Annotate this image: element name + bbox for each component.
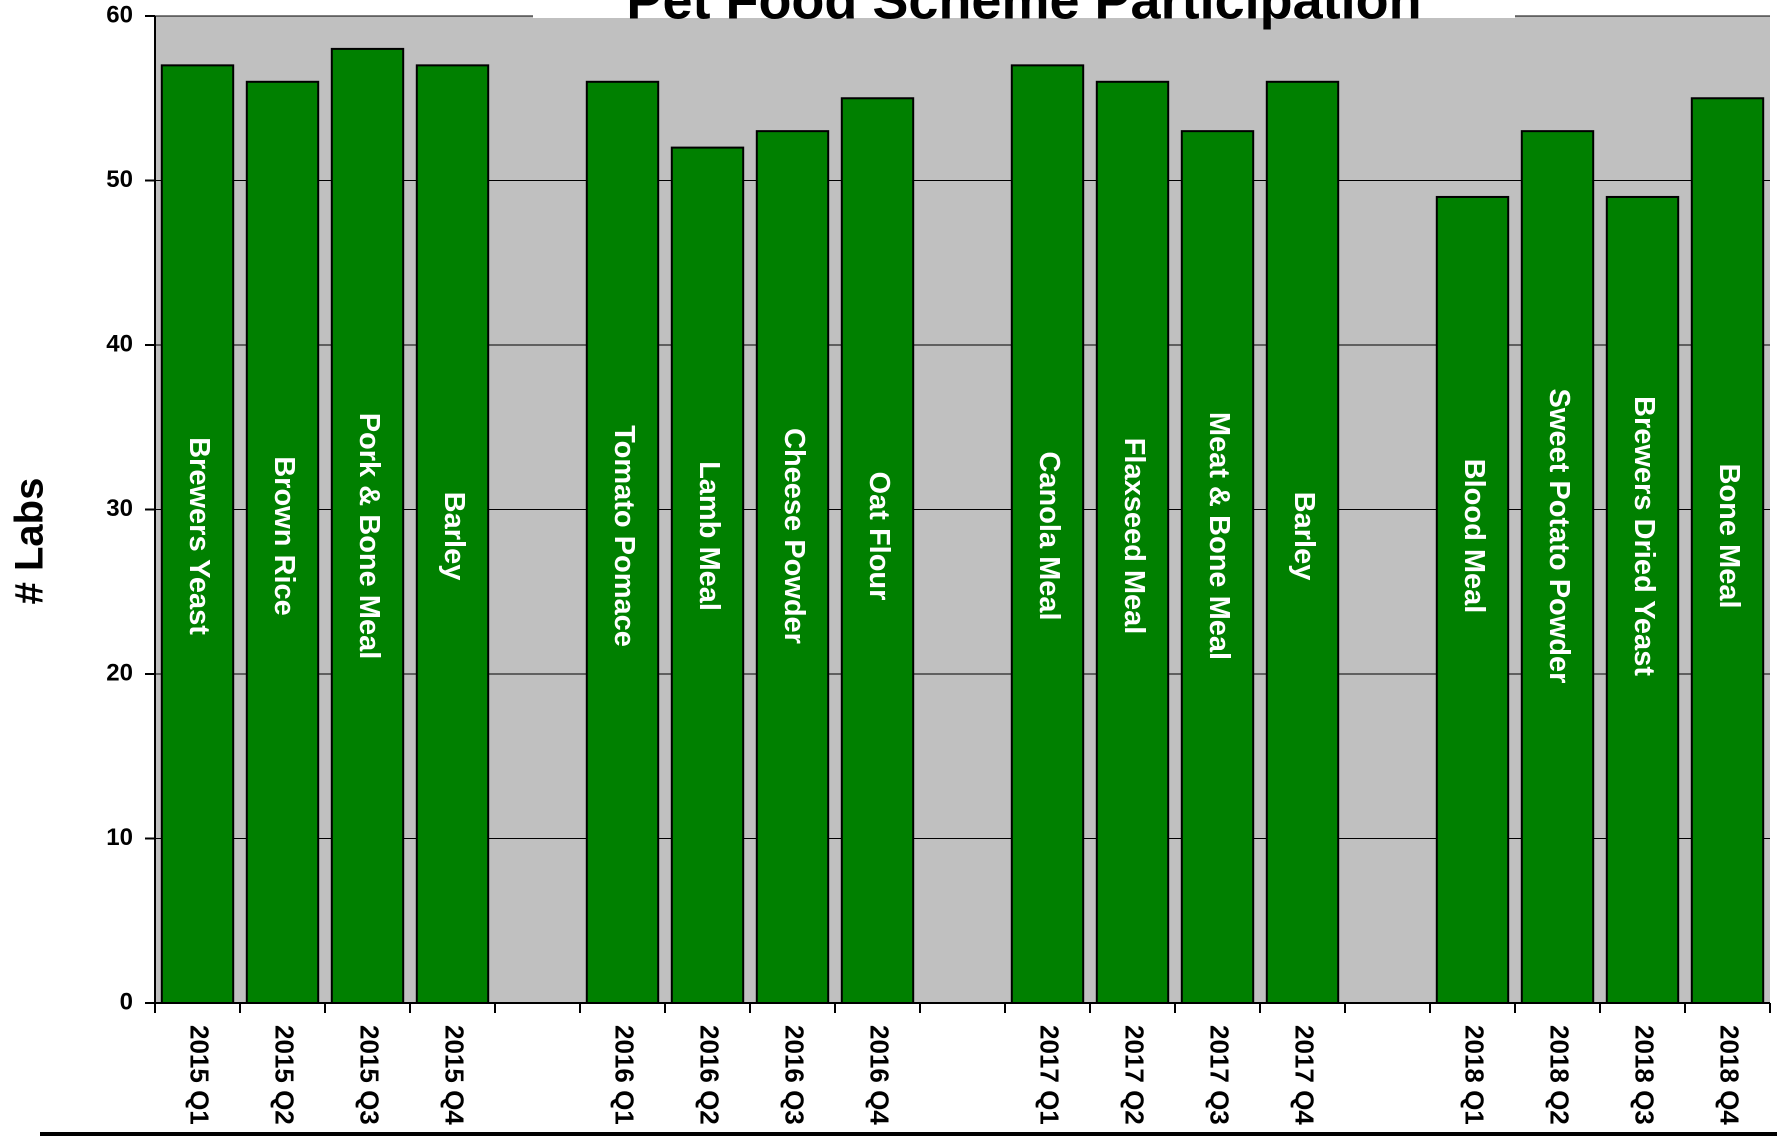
y-tick-label: 40 — [106, 330, 133, 357]
y-tick-label: 50 — [106, 166, 133, 193]
title-background — [533, 0, 1515, 18]
bar-label: Bone Meal — [1713, 463, 1745, 608]
bar-label: Flaxseed Meal — [1118, 438, 1150, 635]
bar — [330, 47, 405, 1004]
x-tick-label: 2018 Q3 — [1630, 1025, 1660, 1125]
bar-label: Meat & Bone Meal — [1203, 412, 1235, 660]
bar — [585, 80, 660, 1005]
x-tick-label: 2015 Q2 — [270, 1025, 300, 1125]
y-tick-label: 0 — [120, 988, 133, 1015]
bar-label: Tomato Pomace — [608, 425, 640, 647]
x-tick-label: 2016 Q1 — [610, 1025, 640, 1125]
bar — [755, 130, 830, 1004]
bar — [670, 146, 745, 1005]
x-tick-label: 2017 Q1 — [1035, 1025, 1065, 1125]
x-tick-label: 2015 Q3 — [355, 1025, 385, 1125]
bar — [1690, 97, 1765, 1004]
x-tick-label: 2018 Q4 — [1715, 1025, 1745, 1125]
bar-label: Oat Flour — [863, 472, 895, 601]
x-tick-label: 2018 Q1 — [1460, 1025, 1490, 1125]
chart-title: Pet Food Scheme Participation — [626, 0, 1421, 30]
bar — [160, 64, 235, 1005]
bar — [1605, 195, 1680, 1004]
x-tick-label: 2016 Q2 — [695, 1025, 725, 1125]
bar — [1010, 64, 1085, 1005]
bar-label: Pork & Bone Meal — [353, 413, 385, 660]
bar-label: Barley — [1288, 492, 1320, 581]
bar-label: Sweet Potato Powder — [1543, 389, 1575, 684]
x-tick-label: 2018 Q2 — [1545, 1025, 1575, 1125]
y-axis-label: # Labs — [8, 478, 52, 605]
bar — [1435, 195, 1510, 1004]
x-tick-label: 2017 Q4 — [1290, 1025, 1320, 1125]
y-tick-label: 30 — [106, 495, 133, 522]
x-tick-label: 2015 Q4 — [440, 1025, 470, 1125]
y-tick-label: 10 — [106, 824, 133, 851]
x-tick-label: 2015 Q1 — [185, 1025, 215, 1125]
bar — [245, 80, 320, 1005]
bar-label: Brown Rice — [268, 456, 300, 616]
x-tick-label: 2017 Q2 — [1120, 1025, 1150, 1125]
bar-label: Cheese Powder — [778, 428, 810, 644]
bar — [415, 64, 490, 1005]
x-tick-label: 2016 Q3 — [780, 1025, 810, 1125]
bar-label: Brewers Dried Yeast — [1628, 396, 1660, 676]
bar-label: Brewers Yeast — [183, 437, 215, 635]
bar-label: Lamb Meal — [693, 461, 725, 611]
y-tick-label: 20 — [106, 659, 133, 686]
bar — [1520, 130, 1595, 1004]
y-tick-label: 60 — [106, 1, 133, 28]
x-tick-label: 2016 Q4 — [865, 1025, 895, 1125]
bar-label: Canola Meal — [1033, 451, 1065, 620]
bar-label: Barley — [438, 492, 470, 581]
bar — [840, 97, 915, 1004]
bar — [1265, 80, 1340, 1005]
bar — [1180, 130, 1255, 1004]
x-tick-label: 2017 Q3 — [1205, 1025, 1235, 1125]
bar-label: Blood Meal — [1458, 459, 1490, 614]
